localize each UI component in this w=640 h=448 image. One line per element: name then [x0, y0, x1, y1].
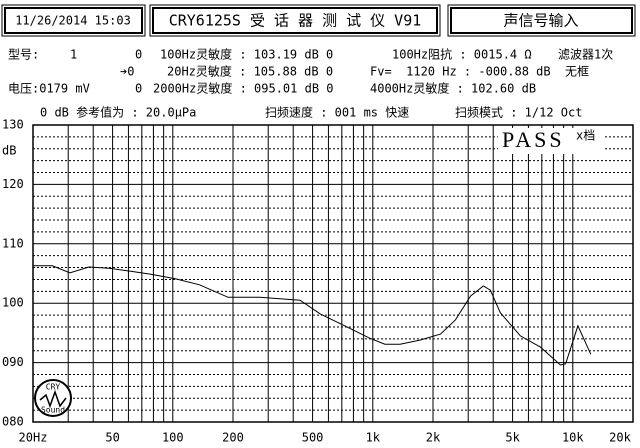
info: 0 dB 参考值为 : 20.0μPa	[40, 105, 196, 120]
x-tick-label: 5k	[505, 431, 520, 445]
info: 型号:	[8, 48, 39, 62]
x-tick-label: 1k	[366, 431, 381, 445]
info: 电压:0179 mV	[8, 82, 90, 96]
logo-text: CRY	[46, 383, 61, 392]
box	[149, 4, 441, 37]
badge-bg	[498, 128, 603, 154]
info: Fv= 1120 Hz : -000.88 dB	[370, 65, 551, 79]
model-title: CRY6125S 受 话 器 测 试 仪 V91	[169, 12, 422, 30]
info: 4000Hz灵敏度 : 102.60 dB	[370, 81, 536, 96]
box	[4, 7, 143, 34]
datetime: 11/26/2014 15:03	[15, 14, 131, 28]
input-label: 声信号输入	[503, 12, 578, 30]
box	[450, 7, 633, 34]
info: 无框	[565, 65, 589, 79]
info: 0	[135, 48, 142, 62]
info: 2000Hz灵敏度 : 095.01 dB 0	[153, 81, 334, 96]
box	[447, 4, 636, 37]
x-tick-label: 2k	[426, 431, 441, 445]
info: 滤波器1次	[558, 48, 613, 62]
info: 扫频速度 : 001 ms 快速	[265, 105, 409, 120]
box	[152, 7, 438, 34]
info: 20Hz灵敏度 : 105.88 dB 0	[167, 64, 333, 79]
box	[1, 4, 146, 37]
y-tick-label: 130	[2, 118, 24, 132]
y-tick-label: 080	[2, 415, 24, 429]
info: ➔0	[120, 65, 134, 79]
plot: 080 090 100 110 120 130 dB 20Hz 50 100 200 500 1k 2k 5…	[2, 118, 634, 445]
info: 100Hz阻抗 : 0015.4 Ω	[392, 47, 532, 62]
info: 100Hz灵敏度 : 103.19 dB 0	[160, 47, 333, 62]
info: 0	[135, 82, 142, 96]
y-tick-label: 120	[2, 177, 24, 191]
logo-wave	[39, 389, 67, 409]
response-curve	[33, 265, 592, 366]
plot-area	[33, 125, 633, 422]
x-tick-label: 200	[222, 431, 244, 445]
y-tick-label: 090	[2, 355, 24, 369]
logo-text: Sound	[41, 406, 65, 415]
y-tick-label: 100	[2, 296, 24, 310]
plot-border	[32, 124, 634, 423]
x-tick-label: 20Hz	[19, 431, 48, 445]
y-axis-label: dB	[2, 144, 16, 158]
y-tick-label: 110	[2, 236, 24, 250]
gear-label: x档	[576, 129, 595, 143]
x-tick-label: 50	[105, 431, 119, 445]
x-tick-label: 500	[302, 431, 324, 445]
pass-badge: PASS	[502, 127, 565, 152]
info: 扫频模式 : 1/12 Oct	[455, 106, 582, 120]
info: 1	[70, 48, 77, 62]
x-tick-label: 20k	[609, 431, 631, 445]
x-tick-label: 10k	[562, 431, 584, 445]
x-tick-label: 100	[162, 431, 184, 445]
